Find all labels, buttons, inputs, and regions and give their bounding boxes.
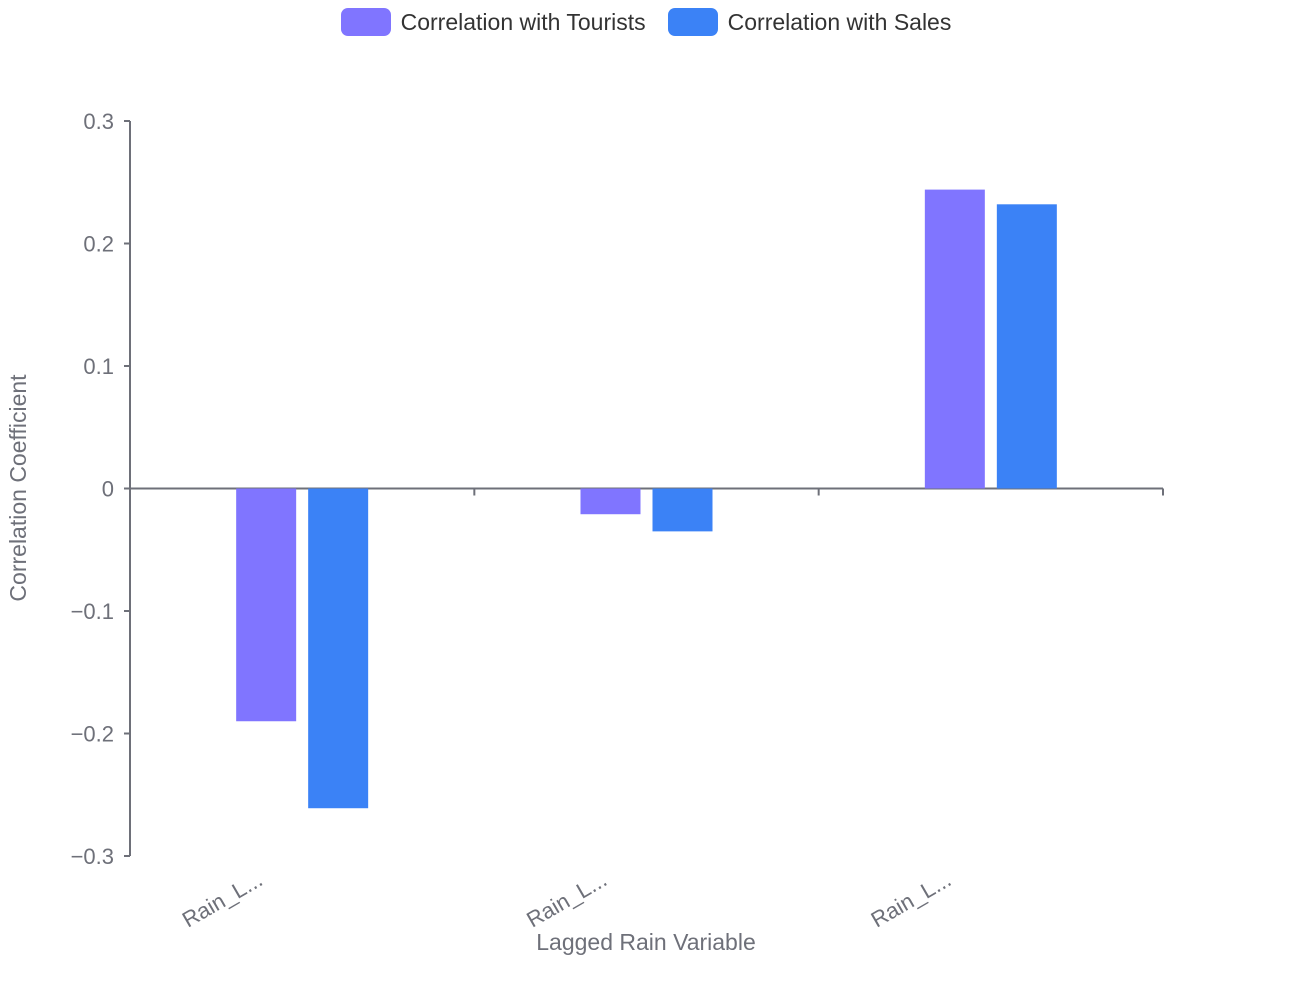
y-tick-label: 0.1 (83, 354, 114, 379)
x-tick-label: Rain_L... (522, 867, 611, 933)
y-tick-label: −0.2 (71, 722, 114, 747)
bar-tourists-3[interactable] (924, 189, 985, 489)
bars (236, 189, 1057, 809)
legend-item-tourists[interactable]: Correlation with Tourists (340, 8, 646, 36)
bar-sales-1[interactable] (308, 488, 369, 809)
legend-label-tourists: Correlation with Tourists (400, 8, 646, 35)
chart-legend: Correlation with Tourists Correlation wi… (0, 8, 1292, 36)
legend-label-sales: Correlation with Sales (727, 8, 952, 35)
y-tick-label: −0.1 (71, 599, 114, 624)
x-axis-title: Lagged Rain Variable (536, 929, 756, 955)
y-axis: 0.3 0.2 0.1 0 −0.1 −0.2 −0.3 (71, 109, 131, 869)
y-tick-label: 0.2 (83, 232, 114, 257)
legend-swatch-tourists (340, 8, 391, 36)
legend-swatch-sales (667, 8, 718, 36)
bar-tourists-1[interactable] (236, 488, 297, 722)
bar-tourists-2[interactable] (580, 488, 641, 515)
x-tick-label: Rain_L... (867, 867, 956, 933)
legend-item-sales[interactable]: Correlation with Sales (667, 8, 952, 36)
y-tick-label: −0.3 (71, 844, 114, 869)
y-tick-label: 0.3 (83, 109, 114, 134)
bar-sales-3[interactable] (996, 204, 1057, 489)
y-tick-label: 0 (102, 477, 114, 502)
y-axis-title: Correlation Coefficient (5, 374, 31, 602)
bar-sales-2[interactable] (652, 488, 713, 532)
x-tick-label: Rain_L... (178, 867, 267, 933)
